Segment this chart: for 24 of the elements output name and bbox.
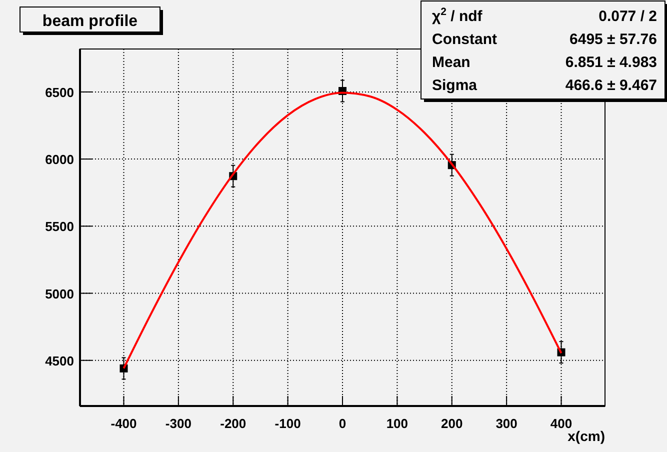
x-tick-label: -300 xyxy=(165,416,192,431)
chart-title: beam profile xyxy=(42,13,138,30)
x-tick-label: 300 xyxy=(496,416,518,431)
x-tick-label: 100 xyxy=(386,416,408,431)
y-tick-label: 5000 xyxy=(45,286,74,302)
x-axis-title: x(cm) xyxy=(568,428,605,444)
y-tick-label: 5500 xyxy=(45,219,74,234)
x-tick-label: -400 xyxy=(110,416,137,431)
text: 0.077 / 2 xyxy=(598,8,657,25)
text: Constant xyxy=(432,31,497,48)
x-tick-label: -200 xyxy=(220,416,246,431)
x-tick-label: 200 xyxy=(441,416,463,431)
annotation: 466.6 ± 9.467 xyxy=(565,77,657,94)
text: 6495 ± 57.76 xyxy=(570,31,657,48)
y-tick-label: 6500 xyxy=(45,84,74,100)
y-tick-label: 6000 xyxy=(45,152,74,168)
x-tick-label: -100 xyxy=(274,416,301,431)
annotation: Mean xyxy=(432,54,470,71)
annotation: 6.851 ± 4.983 xyxy=(565,54,657,71)
y-tick-label: 4500 xyxy=(45,353,74,368)
x-tick-label: 400 xyxy=(550,416,572,431)
x-tick-label: 0 xyxy=(338,416,346,431)
annotation: Sigma xyxy=(432,77,478,94)
text: χ$^{2}$ / ndf xyxy=(432,6,484,25)
